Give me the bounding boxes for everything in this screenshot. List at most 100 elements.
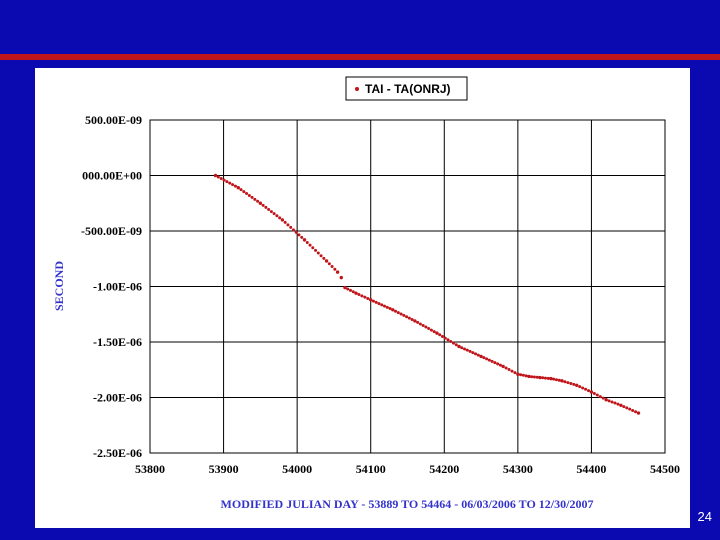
data-point [366,296,370,300]
data-point [253,197,257,201]
data-point [482,356,486,360]
data-point [443,336,447,340]
data-point [578,385,582,389]
data-point [510,369,514,373]
x-tick-labels: 53800 53900 54000 54100 54200 54300 54400 54500 [135,462,680,476]
data-point [490,359,494,363]
y-tick-label: -1.00E-06 [93,280,142,294]
data-point [399,312,403,316]
y-tick-label: -500.00E-09 [81,224,142,238]
data-point [485,357,489,361]
data-point [446,338,450,342]
data-point [504,366,508,370]
data-point [552,377,556,381]
data-point [324,259,329,263]
data-point [546,376,550,380]
data-point [302,238,307,242]
data-point [625,406,629,410]
x-tick-label: 54300 [503,462,533,476]
chart-panel: 500.00E-09 000.00E+00 -500.00E-09 -1.00E-06… [35,68,690,528]
data-point [549,376,553,381]
data-point [407,316,411,320]
data-point [354,291,358,295]
data-point [308,243,312,247]
data-point [451,341,455,345]
legend: TAI - TA(ONRJ) [345,76,468,101]
data-point [581,386,585,390]
data-point [427,327,431,331]
legend-marker [355,87,359,91]
data-point [513,371,517,375]
data-point [225,180,229,184]
data-point [493,361,497,365]
data-point [402,313,406,317]
data-point [348,288,352,292]
grid [149,119,666,454]
data-point [636,411,641,415]
data-point [429,328,433,332]
data-point [228,181,232,185]
data-point [538,375,542,380]
data-point [311,246,315,250]
data-point [374,300,378,304]
data-point [289,225,293,229]
data-point [416,320,420,324]
data-point [316,251,320,255]
data-point [616,402,620,406]
data-point [532,375,536,379]
data-point [634,410,638,414]
x-tick-label: 53800 [135,462,165,476]
y-tick-labels: 500.00E-09 000.00E+00 -500.00E-09 -1.00E-06… [81,113,142,460]
top-rule [0,54,720,60]
data-point [527,374,531,379]
data-point [589,390,594,394]
data-point [535,375,539,379]
x-tick-label: 54000 [282,462,312,476]
data-point [363,295,367,299]
data-point [541,376,545,380]
data-point [360,294,364,298]
legend-label: TAI - TA(ONRJ) [365,82,451,96]
data-point [598,395,602,399]
x-tick-label: 54200 [429,462,459,476]
data-point [454,343,458,347]
data-point [250,195,254,199]
data-point [275,214,279,218]
data-point [216,175,220,179]
data-point [516,372,520,376]
data-point [261,203,265,207]
x-tick-label: 54500 [650,462,680,476]
data-point [463,347,467,351]
data-point [572,382,576,386]
data-point [233,184,237,188]
data-point [391,308,395,312]
data-point [530,375,534,379]
data-point [501,364,505,369]
data-point [543,376,547,380]
data-point [619,403,623,407]
data-point [239,188,243,192]
data-point [474,352,478,356]
data-point [343,285,347,290]
data-point [622,405,626,409]
x-tick-label: 54100 [356,462,386,476]
data-point [314,248,318,252]
data-point [351,290,355,294]
data-point [557,378,561,382]
data-point [563,380,567,384]
y-tick-label: 000.00E+00 [82,169,142,183]
data-point [586,389,590,393]
data-point [335,270,340,274]
data-point [236,186,240,190]
x-axis-label: MODIFIED JULIAN DAY - 53889 TO 54464 - 0… [221,497,594,511]
data-point [519,373,523,377]
data-point [405,315,409,319]
chart: 500.00E-09 000.00E+00 -500.00E-09 -1.00E-06… [52,76,680,511]
data-point [566,381,570,385]
data-point [291,228,295,232]
data-point [272,212,276,216]
data-point [476,353,480,357]
data-point [468,349,472,353]
data-point [396,311,400,315]
data-point [438,333,442,337]
